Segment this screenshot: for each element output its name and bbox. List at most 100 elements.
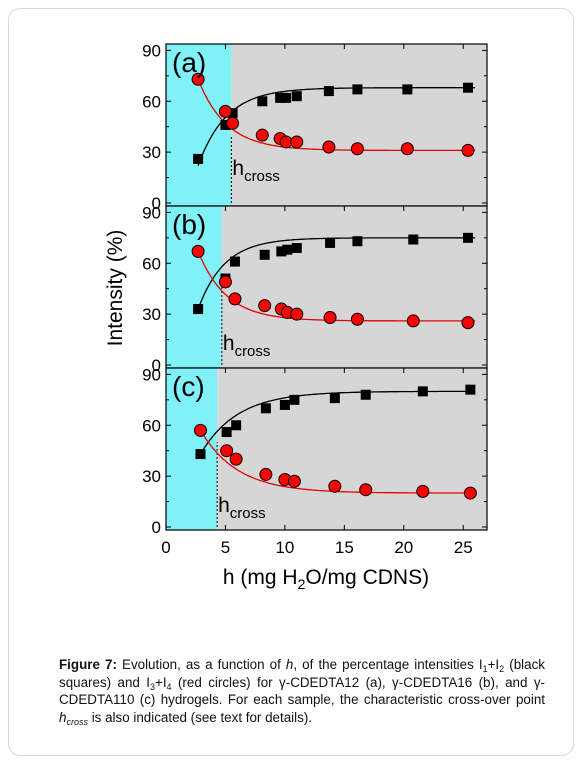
red-circle-point (228, 292, 242, 306)
red-circle-point (359, 483, 373, 497)
y-tick-label: 0 (152, 518, 161, 537)
red-circle-point (191, 72, 205, 86)
black-square-point (279, 399, 290, 410)
h-cross-label-main: h (218, 494, 230, 517)
x-axis-label-subscript: 2 (298, 576, 306, 592)
black-square-point (462, 82, 473, 93)
black-square-point (291, 243, 302, 253)
x-axis-label-part: h (mg H (223, 566, 298, 589)
panel-label: (c) (172, 371, 205, 402)
red-circle-point (193, 423, 207, 437)
black-square-point (260, 403, 271, 414)
y-tick-label: 30 (142, 467, 161, 486)
red-circle-point (226, 116, 240, 130)
black-square-point (257, 96, 268, 107)
y-tick-label: 30 (142, 305, 161, 324)
y-tick-label: 60 (142, 92, 161, 111)
hydrated-region-background (221, 206, 487, 368)
y-tick-label: 60 (142, 416, 161, 435)
x-tick-label: 0 (161, 538, 170, 557)
red-circle-point (350, 142, 364, 156)
black-square-point (408, 234, 419, 245)
x-axis-label: h (mg H2O/mg CDNS) (223, 566, 429, 592)
panel-a: 0 30 60 90 (a) hcross (142, 41, 488, 213)
black-square-point (360, 389, 371, 400)
red-circle-point (323, 311, 337, 325)
black-fit-curve (197, 237, 476, 310)
black-square-point (275, 92, 286, 103)
red-circle-point (229, 452, 243, 466)
black-square-point (465, 384, 476, 395)
black-fit-curve (199, 390, 476, 455)
dry-region-shade (166, 206, 222, 368)
black-fit-curve (197, 87, 476, 166)
panel-frame (165, 367, 488, 531)
black-square-point (227, 108, 238, 119)
y-tick-label: 0 (152, 356, 161, 375)
caption-label: Figure 7: (59, 657, 117, 672)
red-circle-point (350, 312, 364, 326)
black-square-point (462, 232, 473, 243)
black-square-point (195, 449, 206, 460)
black-square-point (282, 244, 293, 255)
red-circle-point (220, 444, 234, 458)
hydrated-region-background (217, 368, 487, 530)
red-circle-point (416, 484, 430, 498)
black-square-point (352, 236, 363, 247)
panel-label: (b) (172, 209, 206, 240)
y-tick-label: 90 (142, 365, 161, 384)
red-circle-point (290, 135, 304, 149)
black-square-point (231, 420, 242, 431)
red-circle-point (328, 479, 342, 493)
x-tick-label: 15 (335, 538, 354, 557)
black-square-point (259, 249, 270, 260)
red-circle-point (191, 244, 205, 258)
black-square-point (323, 86, 334, 97)
x-tick-label: 25 (454, 538, 473, 557)
figure-caption: Figure 7: Evolution, as a function of h,… (59, 657, 545, 727)
x-axis-label-part: O/mg CDNS) (305, 566, 429, 589)
panel-label: (a) (172, 47, 206, 78)
red-fit-curve (197, 78, 476, 152)
y-tick-label: 0 (152, 194, 161, 213)
x-tick-label: 10 (275, 538, 294, 557)
black-square-point (325, 237, 336, 248)
red-circle-point (218, 104, 232, 118)
black-square-point (221, 427, 232, 438)
x-tick-label: 20 (394, 538, 413, 557)
black-square-point (289, 394, 300, 405)
y-tick-label: 30 (142, 143, 161, 162)
h-cross-label-sub: cross (235, 343, 271, 360)
red-circle-point (287, 474, 301, 488)
red-circle-point (461, 316, 475, 330)
red-circle-point (463, 486, 477, 500)
black-square-point (352, 84, 363, 95)
y-tick-label: 60 (142, 254, 161, 273)
red-circle-point (290, 307, 304, 321)
h-cross-label-sub: cross (230, 505, 266, 522)
red-circle-point (258, 299, 272, 313)
black-square-point (291, 91, 302, 102)
black-square-point (402, 84, 413, 95)
y-tick-label: 90 (142, 41, 161, 60)
black-square-point (229, 256, 240, 267)
x-tick-label: 5 (221, 538, 230, 557)
red-circle-point (322, 140, 336, 154)
red-circle-point (218, 275, 232, 289)
y-tick-label: 90 (142, 203, 161, 222)
black-square-point (276, 246, 287, 257)
hydrated-region-background (231, 44, 487, 206)
black-square-point (193, 304, 204, 315)
h-cross-label: hcross (223, 332, 271, 360)
h-cross-label: hcross (232, 157, 280, 185)
h-cross-label-sub: cross (244, 168, 280, 185)
panel-b: 0 30 60 90 (b) hcross (142, 203, 488, 375)
panel-c: 0 30 60 90 (c) hcross (142, 365, 488, 537)
black-square-point (220, 120, 231, 130)
red-fit-curve (197, 251, 476, 322)
h-cross-label-main: h (232, 157, 244, 180)
dry-region-shade (166, 368, 218, 530)
h-cross-label-main: h (223, 332, 235, 355)
red-circle-point (255, 128, 269, 142)
